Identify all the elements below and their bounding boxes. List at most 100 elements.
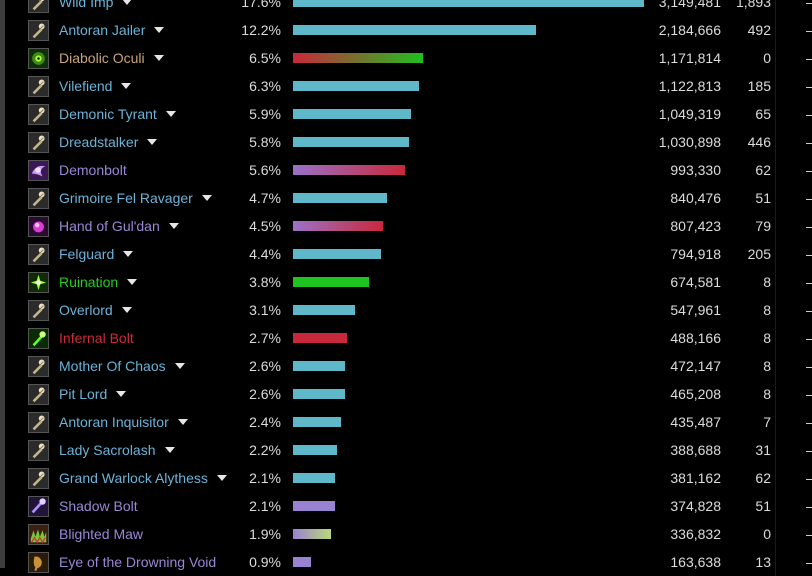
table-row[interactable]: Wild Imp 17.6% 3,149,481 1,893 — <box>5 0 812 16</box>
ability-name[interactable]: Felguard <box>59 246 134 262</box>
damage-amount: 488,166 <box>670 330 721 346</box>
pet-summon-icon <box>28 20 49 41</box>
pet-summon-icon <box>28 188 49 209</box>
pet-summon-icon <box>28 440 49 461</box>
damage-amount: 794,918 <box>670 246 721 262</box>
expand-caret-icon[interactable] <box>201 195 212 201</box>
cast-count: 8 <box>763 358 771 374</box>
table-row[interactable]: Grimoire Fel Ravager 4.7% 840,476 51 — <box>5 184 812 212</box>
ability-name-label: Shadow Bolt <box>59 498 138 514</box>
expand-caret-icon[interactable] <box>168 223 179 229</box>
table-row[interactable]: Infernal Bolt 2.7% 488,166 8 — <box>5 324 812 352</box>
expand-caret-icon[interactable] <box>177 419 188 425</box>
table-row[interactable]: Ruination 3.8% 674,581 8 — <box>5 268 812 296</box>
ability-name[interactable]: Eye of the Drowning Void <box>59 554 216 570</box>
damage-amount: 374,828 <box>670 498 721 514</box>
expand-caret-icon[interactable] <box>216 475 227 481</box>
table-row[interactable]: Demonic Tyrant 5.9% 1,049,319 65 — <box>5 100 812 128</box>
table-row[interactable]: Hand of Gul'dan 4.5% 807,423 79 — <box>5 212 812 240</box>
pet-summon-icon <box>28 468 49 489</box>
next-column-cell: — <box>806 526 812 542</box>
cast-count: 492 <box>747 22 771 38</box>
table-row[interactable]: Blighted Maw 1.9% 336,832 0 — <box>5 520 812 548</box>
ability-name[interactable]: Grimoire Fel Ravager <box>59 190 212 206</box>
ability-name[interactable]: Shadow Bolt <box>59 498 138 514</box>
next-column-cell: — <box>806 554 812 570</box>
next-column-cell: — <box>806 414 812 430</box>
pet-summon-icon <box>28 412 49 433</box>
ability-name[interactable]: Lady Sacrolash <box>59 442 175 458</box>
ability-name[interactable]: Blighted Maw <box>59 526 143 542</box>
column-divider <box>775 436 776 464</box>
ability-name[interactable]: Mother Of Chaos <box>59 358 185 374</box>
next-column-cell: — <box>806 106 812 122</box>
cast-count: 8 <box>763 330 771 346</box>
table-row[interactable]: Lady Sacrolash 2.2% 388,688 31 — <box>5 436 812 464</box>
ability-name[interactable]: Infernal Bolt <box>59 330 134 346</box>
cast-count: 8 <box>763 302 771 318</box>
ability-name[interactable]: Vilefiend <box>59 78 132 94</box>
table-row[interactable]: Vilefiend 6.3% 1,122,813 185 — <box>5 72 812 100</box>
damage-amount: 465,208 <box>670 386 721 402</box>
column-divider <box>775 380 776 408</box>
table-row[interactable]: Demonbolt 5.6% 993,330 62 — <box>5 156 812 184</box>
cast-count: 62 <box>755 162 771 178</box>
percent-value: 2.2% <box>249 442 281 458</box>
column-divider <box>775 520 776 548</box>
expand-caret-icon[interactable] <box>116 391 127 397</box>
pet-summon-icon <box>28 244 49 265</box>
ability-name[interactable]: Wild Imp <box>59 0 133 10</box>
table-row[interactable]: Antoran Inquisitor 2.4% 435,487 7 — <box>5 408 812 436</box>
ability-name-label: Lady Sacrolash <box>59 442 156 458</box>
expand-caret-icon[interactable] <box>165 111 176 117</box>
expand-caret-icon[interactable] <box>127 279 138 285</box>
expand-caret-icon[interactable] <box>154 27 165 33</box>
expand-caret-icon[interactable] <box>121 307 132 313</box>
expand-caret-icon[interactable] <box>164 447 175 453</box>
ability-name[interactable]: Ruination <box>59 274 138 290</box>
table-row[interactable]: Grand Warlock Alythess 2.1% 381,162 62 — <box>5 464 812 492</box>
table-row[interactable]: Felguard 4.4% 794,918 205 — <box>5 240 812 268</box>
expand-caret-icon[interactable] <box>153 55 164 61</box>
table-row[interactable]: Antoran Jailer 12.2% 2,184,666 492 — <box>5 16 812 44</box>
ability-name[interactable]: Overlord <box>59 302 132 318</box>
expand-caret-icon[interactable] <box>147 139 158 145</box>
pet-summon-icon <box>28 132 49 153</box>
table-row[interactable]: Shadow Bolt 2.1% 374,828 51 — <box>5 492 812 520</box>
table-row[interactable]: Mother Of Chaos 2.6% 472,147 8 — <box>5 352 812 380</box>
ability-name[interactable]: Pit Lord <box>59 386 127 402</box>
cast-count: 1,893 <box>735 0 771 10</box>
column-divider <box>775 16 776 44</box>
table-row[interactable]: Overlord 3.1% 547,961 8 — <box>5 296 812 324</box>
damage-bar <box>293 0 644 7</box>
next-column-cell: — <box>806 442 812 458</box>
ability-name[interactable]: Grand Warlock Alythess <box>59 470 227 486</box>
table-row[interactable]: Eye of the Drowning Void 0.9% 163,638 13 — <box>5 548 812 576</box>
damage-bar <box>293 137 409 147</box>
table-row[interactable]: Pit Lord 2.6% 465,208 8 — <box>5 380 812 408</box>
shadow-bolt-icon <box>28 496 49 517</box>
table-row[interactable]: Dreadstalker 5.8% 1,030,898 446 — <box>5 128 812 156</box>
expand-caret-icon[interactable] <box>121 83 132 89</box>
expand-caret-icon[interactable] <box>123 251 134 257</box>
cast-count: 31 <box>755 442 771 458</box>
damage-amount: 163,638 <box>670 554 721 570</box>
damage-bar <box>293 501 335 511</box>
ability-name[interactable]: Dreadstalker <box>59 134 158 150</box>
percent-value: 3.8% <box>249 274 281 290</box>
column-divider <box>775 464 776 492</box>
table-row[interactable]: Diabolic Oculi 6.5% 1,171,814 0 — <box>5 44 812 72</box>
percent-value: 12.2% <box>241 22 281 38</box>
ability-name[interactable]: Demonbolt <box>59 162 127 178</box>
ability-name-label: Mother Of Chaos <box>59 358 166 374</box>
ability-name[interactable]: Demonic Tyrant <box>59 106 176 122</box>
expand-caret-icon[interactable] <box>174 363 185 369</box>
damage-amount: 3,149,481 <box>658 0 721 10</box>
damage-bar <box>293 417 341 427</box>
ability-name[interactable]: Diabolic Oculi <box>59 50 164 66</box>
ability-name[interactable]: Antoran Jailer <box>59 22 165 38</box>
ability-name[interactable]: Antoran Inquisitor <box>59 414 188 430</box>
ability-name[interactable]: Hand of Gul'dan <box>59 218 179 234</box>
expand-caret-icon[interactable] <box>122 0 133 5</box>
